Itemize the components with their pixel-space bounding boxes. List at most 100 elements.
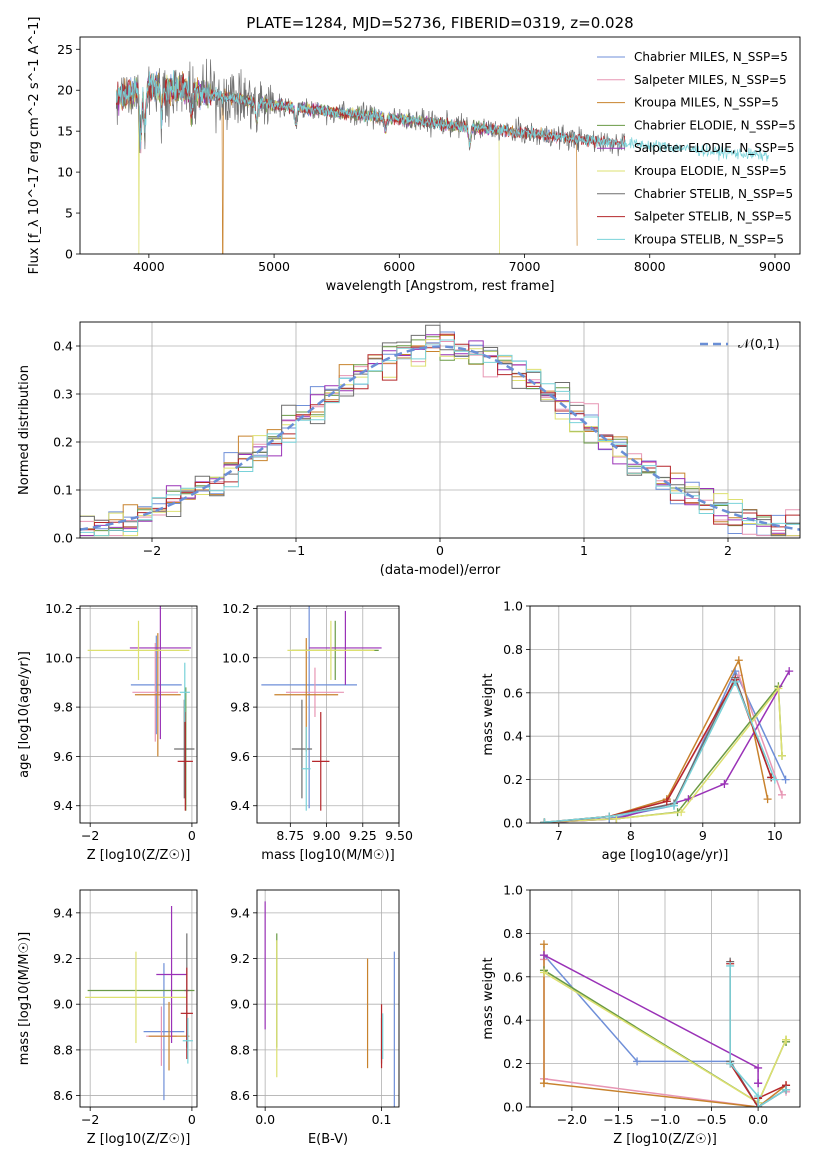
figure-title: PLATE=1284, MJD=52736, FIBERID=0319, z=0…	[246, 14, 633, 32]
tick-label-y: 0.8	[503, 642, 523, 657]
plot-area	[87, 606, 195, 811]
tick-label-y: 9.8	[230, 700, 250, 715]
mass-weight-marker	[734, 656, 743, 665]
legend-label: 𝒩(0,1)	[738, 336, 780, 351]
mass-weight-marker	[785, 667, 794, 676]
mass-weight-marker	[539, 940, 548, 949]
residual-histogram	[80, 339, 800, 537]
y-axis-label: mass weight	[481, 957, 496, 1039]
tick-label-y: 10.0	[222, 650, 250, 665]
mass-weight-marker	[782, 1035, 791, 1044]
tick-label-x: 0	[436, 543, 444, 558]
tick-label-y: 0.4	[503, 729, 523, 744]
mass-weight-marker	[539, 1079, 548, 1088]
tick-label-x: 0	[188, 828, 196, 843]
normal-reference-curve	[80, 345, 800, 531]
mass-weight-marker	[731, 677, 740, 686]
tick-label-y: 9.6	[53, 749, 73, 764]
tick-label-x: 6000	[383, 259, 415, 274]
tick-label-y: 0	[65, 247, 73, 262]
tick-label-y: 9.8	[53, 700, 73, 715]
x-axis-label: Z [log10(Z/Z☉)]	[87, 848, 191, 863]
panel-residuals: −2 −1 0 1 2 0.0 0.1 0.2 0.3 0.4 (data-model)/error…	[17, 321, 801, 578]
mass-weight-marker	[781, 775, 790, 784]
tick-label-y: 15	[57, 124, 73, 139]
tick-label-y: 8.8	[53, 1042, 73, 1057]
y-axis-label: mass [log10(M/M☉)]	[17, 932, 32, 1065]
legend-label: Chabrier MILES, N_SSP=5	[634, 50, 788, 64]
tick-label-y: 0.3	[53, 387, 73, 402]
tick-label-y: 0.0	[53, 531, 73, 546]
y-axis-label: mass weight	[481, 673, 496, 755]
legend-label: Chabrier STELIB, N_SSP=5	[634, 187, 793, 201]
legend: Chabrier MILES, N_SSP=5 Salpeter MILES, N…	[597, 50, 796, 246]
tick-label-y: 9.2	[53, 951, 73, 966]
tick-label-x: 2	[724, 543, 732, 558]
x-axis-label: mass [log10(M/M☉)]	[261, 848, 394, 863]
tick-label-y: 9.4	[230, 798, 250, 813]
legend-label: Salpeter MILES, N_SSP=5	[634, 73, 787, 87]
tick-label-y: 0.8	[503, 926, 523, 941]
legend-label: Salpeter STELIB, N_SSP=5	[634, 210, 792, 224]
axes-frame	[79, 889, 198, 1108]
plot-area	[539, 940, 791, 1107]
tick-label-x: −2	[81, 828, 99, 843]
tick-label-x: 0	[188, 1112, 196, 1127]
tick-label-y: 9.4	[53, 905, 73, 920]
x-axis-label: Z [log10(Z/Z☉)]	[613, 1132, 717, 1147]
tick-label-y: 9.4	[53, 798, 73, 813]
legend-label: Kroupa STELIB, N_SSP=5	[634, 232, 784, 246]
tick-label-y: 5	[65, 206, 73, 221]
mass-weight-marker	[677, 808, 686, 817]
tick-label-x: 10	[767, 828, 783, 843]
spectrum-series-line	[115, 70, 769, 162]
mass-weight-marker	[763, 795, 772, 804]
tick-label-x: 0.0	[255, 1112, 275, 1127]
tick-label-y: 0.4	[503, 1013, 523, 1028]
tick-label-x: −2.0	[557, 1112, 587, 1127]
plot-area	[261, 606, 382, 811]
tick-label-x: −2	[143, 543, 161, 558]
plot-area	[540, 656, 794, 823]
panel-age_vs_mass: 8.75 9.00 9.25 9.50 9.4 9.6 9.8 10.0 10.2 mass [l…	[222, 601, 413, 863]
panel-spectrum: 4000 5000 6000 7000 8000 9000 0 5 10 15 20 25 wavele…	[27, 17, 801, 294]
mass-weight-marker	[778, 790, 786, 799]
tick-label-y: 10.0	[45, 650, 73, 665]
tick-label-x: 7	[555, 828, 563, 843]
panel-weight_vs_age: 7 8 9 10 0.0 0.2 0.4 0.6 0.8 1.0 age [log10(age/yr…	[481, 599, 801, 863]
tick-label-y: 0.0	[503, 816, 523, 831]
x-axis-label: age [log10(age/yr)]	[602, 848, 729, 863]
mass-weight-marker	[754, 1063, 763, 1072]
tick-label-y: 10.2	[45, 601, 73, 616]
tick-label-x: 9000	[759, 259, 791, 274]
tick-label-x: −2	[81, 1112, 99, 1127]
tick-label-y: 1.0	[503, 599, 523, 614]
tick-label-y: 0.6	[503, 969, 523, 984]
axes-frame	[256, 889, 400, 1108]
mass-weight-marker	[605, 812, 614, 821]
tick-label-y: 9.2	[230, 951, 250, 966]
tick-label-x: −1	[287, 543, 305, 558]
panel-mass_vs_ebv: 0.0 0.1 8.6 8.8 9.0 9.2 9.4 E(B-V)	[230, 889, 400, 1147]
tick-label-x: 8.75	[276, 828, 304, 843]
tick-label-y: 0.0	[503, 1100, 523, 1115]
mass-weight-marker	[726, 961, 735, 970]
tick-label-x: 9.50	[385, 828, 413, 843]
tick-label-x: 9	[699, 828, 707, 843]
tick-label-x: 7000	[509, 259, 541, 274]
tick-label-x: 9.25	[349, 828, 377, 843]
mass-weight-marker	[670, 801, 678, 810]
mass-weight-marker	[540, 818, 549, 823]
tick-label-y: 8.8	[230, 1042, 250, 1057]
tick-label-x: 1	[580, 543, 588, 558]
tick-label-x: 8	[627, 828, 635, 843]
y-axis-label: Normed distribution	[17, 365, 32, 495]
mass-weight-marker	[782, 1085, 791, 1094]
tick-label-x: −1.5	[603, 1112, 633, 1127]
plot-area	[85, 905, 195, 1101]
mass-weight-marker	[662, 797, 671, 806]
tick-label-y: 0.2	[503, 772, 523, 787]
mass-weight-marker	[770, 775, 779, 784]
tick-label-x: −0.5	[696, 1112, 726, 1127]
